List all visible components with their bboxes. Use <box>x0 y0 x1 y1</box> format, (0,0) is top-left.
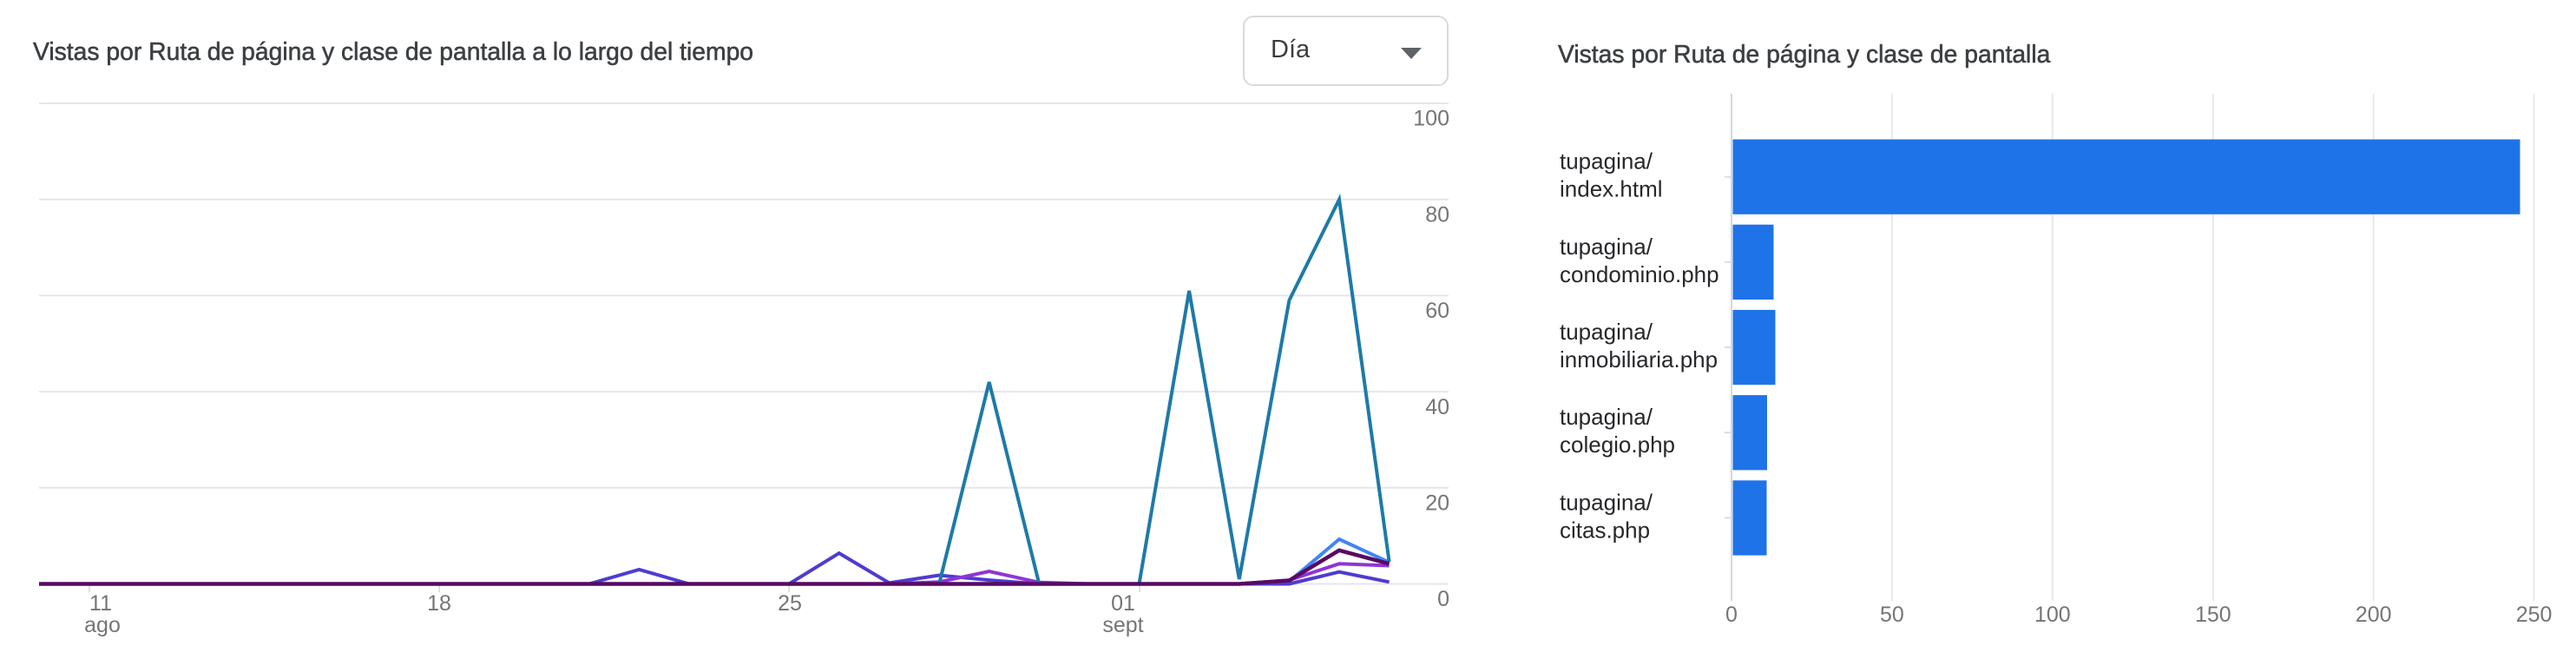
svg-text:01: 01 <box>1111 591 1135 616</box>
svg-text:80: 80 <box>1425 202 1449 227</box>
svg-text:50: 50 <box>1880 603 1904 627</box>
svg-text:tupagina/: tupagina/ <box>1560 489 1653 515</box>
svg-text:tupagina/: tupagina/ <box>1560 148 1653 175</box>
svg-text:40: 40 <box>1425 395 1449 419</box>
svg-text:100: 100 <box>2034 603 2071 627</box>
svg-text:index.html: index.html <box>1560 176 1663 202</box>
svg-text:0: 0 <box>1725 603 1738 627</box>
svg-text:Vistas por Ruta de página y cl: Vistas por Ruta de página y clase de pan… <box>33 37 753 65</box>
svg-text:condominio.php: condominio.php <box>1560 261 1719 287</box>
svg-text:0: 0 <box>1437 587 1449 611</box>
svg-text:60: 60 <box>1425 299 1449 323</box>
svg-text:25: 25 <box>778 591 802 616</box>
svg-text:150: 150 <box>2195 603 2231 627</box>
svg-text:citas.php: citas.php <box>1560 517 1650 543</box>
svg-text:sept: sept <box>1102 613 1143 637</box>
svg-text:200: 200 <box>2356 603 2392 627</box>
svg-text:ago: ago <box>84 613 121 637</box>
svg-text:20: 20 <box>1425 491 1449 516</box>
svg-text:11: 11 <box>89 591 112 616</box>
svg-text:100: 100 <box>1413 107 1449 131</box>
svg-text:250: 250 <box>2516 603 2553 627</box>
svg-text:18: 18 <box>427 591 451 616</box>
svg-text:tupagina/: tupagina/ <box>1560 234 1653 260</box>
svg-text:colegio.php: colegio.php <box>1560 432 1675 458</box>
svg-text:inmobiliaria.php: inmobiliaria.php <box>1560 346 1718 372</box>
svg-text:Vistas por Ruta de página y cl: Vistas por Ruta de página y clase de pan… <box>1558 40 2051 68</box>
svg-text:tupagina/: tupagina/ <box>1560 404 1653 430</box>
svg-text:tupagina/: tupagina/ <box>1560 319 1653 345</box>
